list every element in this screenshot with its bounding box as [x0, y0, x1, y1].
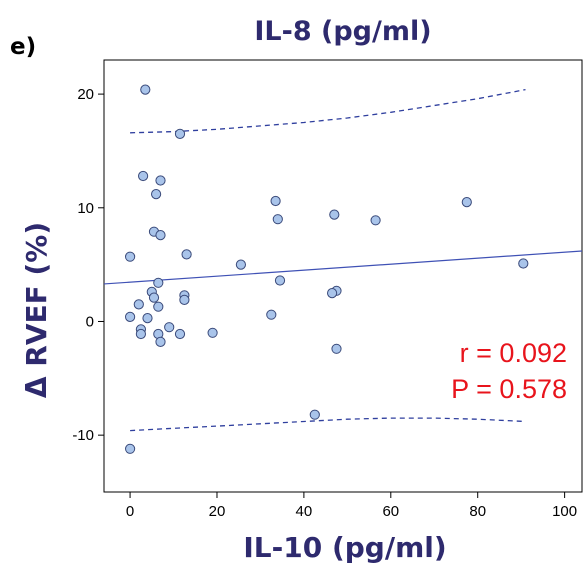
data-point	[125, 251, 136, 262]
data-point	[272, 214, 283, 225]
y-tick-label: 0	[86, 313, 94, 330]
confidence-band	[130, 88, 526, 432]
x-tick-label: 80	[469, 503, 486, 520]
data-point	[151, 189, 162, 200]
data-point	[125, 443, 136, 454]
data-point	[153, 277, 164, 288]
data-point	[133, 299, 144, 310]
data-point	[270, 195, 281, 207]
data-point	[370, 215, 381, 226]
data-point	[327, 288, 338, 299]
data-point	[153, 301, 164, 312]
y-tick-label: 20	[77, 86, 94, 103]
data-point	[235, 259, 246, 270]
data-point	[181, 249, 192, 260]
x-tick-label: 40	[296, 503, 313, 520]
y-axis-label: Δ RVEF (%)	[20, 222, 53, 398]
ci-lower-line	[130, 417, 526, 432]
data-point	[174, 128, 186, 139]
data-point	[207, 327, 218, 338]
data-point	[148, 292, 160, 303]
data-point	[266, 309, 277, 320]
data-point	[461, 197, 472, 208]
data-point	[329, 209, 340, 220]
ci-upper-line	[130, 88, 526, 134]
data-point	[140, 84, 151, 95]
data-point	[135, 328, 146, 340]
data-point	[309, 409, 320, 420]
data-point	[518, 258, 529, 269]
data-point	[138, 170, 149, 182]
data-point	[179, 294, 190, 305]
data-point	[155, 230, 166, 241]
x-axis-label: IL-10 (pg/ml)	[243, 531, 446, 564]
x-tick-label: 20	[209, 503, 226, 520]
y-tick-label: 10	[77, 200, 94, 217]
chart-title: IL-8 (pg/ml)	[254, 16, 431, 47]
data-point	[274, 275, 286, 286]
x-tick-label: 60	[382, 503, 399, 520]
data-point	[155, 336, 166, 347]
panel-letter: e)	[10, 34, 36, 60]
p-value: P = 0.578	[451, 374, 567, 404]
x-tick-label: 100	[552, 503, 577, 520]
y-tick-label: -10	[72, 427, 94, 444]
data-point	[155, 175, 166, 186]
data-point	[125, 311, 136, 322]
correlation-r: r = 0.092	[460, 338, 567, 368]
data-point	[331, 343, 342, 354]
data-point	[142, 313, 153, 324]
plot-frame	[103, 59, 583, 493]
data-points	[125, 84, 529, 454]
fit-line-layer	[103, 250, 583, 285]
regression-line	[103, 250, 583, 285]
data-point	[164, 322, 175, 333]
data-point	[174, 328, 186, 340]
x-tick-label: 0	[126, 503, 134, 520]
ticks-layer: 0 20 40 60 80 100 -10 0 10 20	[72, 86, 577, 520]
